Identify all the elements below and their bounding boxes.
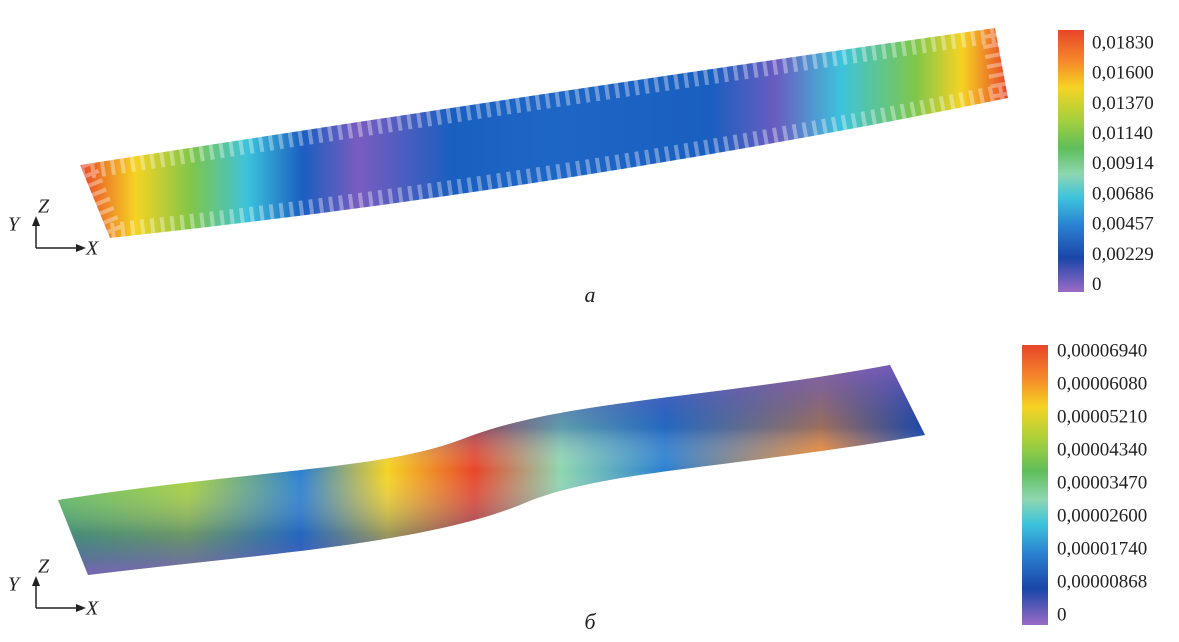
axis-label-y: Y xyxy=(8,574,21,596)
axis-label-x: X xyxy=(85,238,99,260)
legend-label: 0,01370 xyxy=(1092,93,1154,114)
legend-label: 0,00229 xyxy=(1092,244,1154,265)
colorbar-a xyxy=(1058,30,1084,292)
arrow xyxy=(32,576,86,612)
arrow xyxy=(32,216,86,252)
axis-label-z: Z xyxy=(38,196,50,218)
legend-label: 0,00004340 xyxy=(1057,439,1147,460)
legend-label: 0,01830 xyxy=(1092,32,1154,53)
beam-b-shade xyxy=(58,365,925,575)
legend-label: 0,00001740 xyxy=(1057,538,1147,559)
legend-label: 0,00002600 xyxy=(1057,505,1147,526)
legend-label: 0 xyxy=(1092,274,1102,295)
colorbar-b xyxy=(1022,345,1048,625)
axis-label-z: Z xyxy=(38,556,50,578)
legend-label: 0,00914 xyxy=(1092,153,1154,174)
figure: 0,01830 0,01600 0,01370 0,01140 0,00914 0,006… xyxy=(0,0,1179,637)
legend-label: 0,00457 xyxy=(1092,214,1154,235)
legend-label: 0 xyxy=(1057,604,1067,625)
axis-label-y: Y xyxy=(8,214,21,236)
legend-label: 0,01140 xyxy=(1092,123,1153,144)
caption: а xyxy=(585,282,596,307)
caption: б xyxy=(584,609,596,634)
legend-label: 0,00005210 xyxy=(1057,406,1147,427)
legend-label: 0,01600 xyxy=(1092,63,1154,84)
legend-label: 0,00000868 xyxy=(1057,571,1147,592)
legend-label: 0,00003470 xyxy=(1057,472,1147,493)
legend-label: 0,00006940 xyxy=(1057,340,1147,361)
legend-label: 0,00006080 xyxy=(1057,373,1147,394)
axis-label-x: X xyxy=(85,598,99,620)
legend-label: 0,00686 xyxy=(1092,183,1154,204)
